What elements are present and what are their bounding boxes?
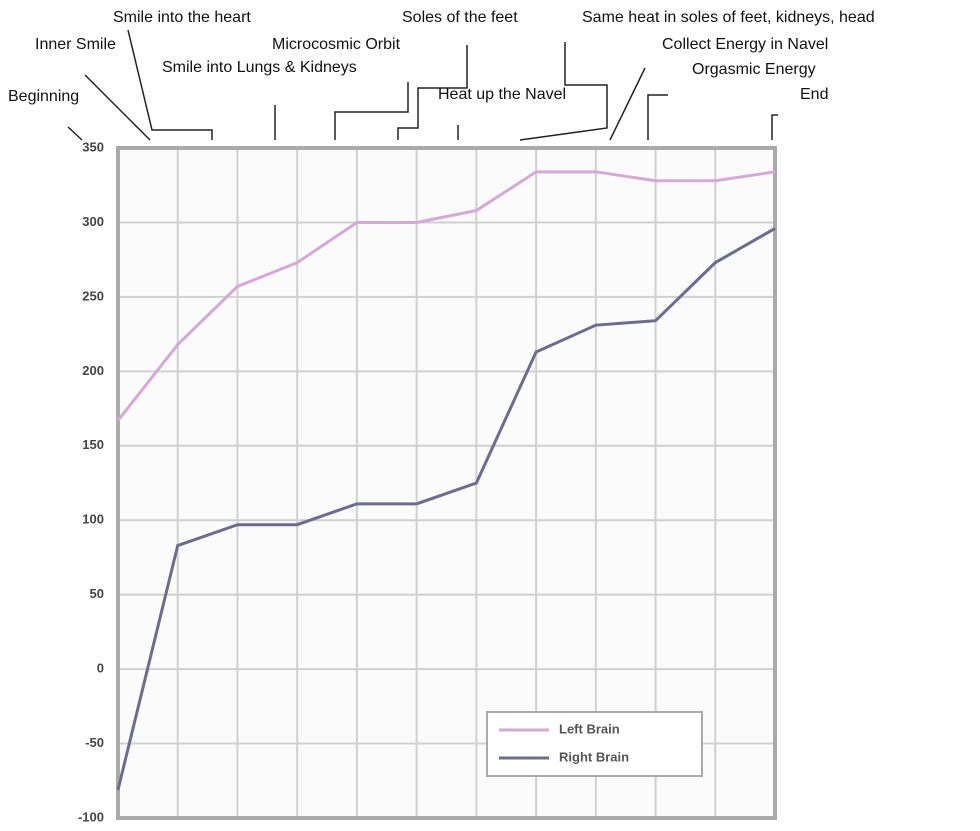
annotation: End [800,86,828,103]
annotation: Collect Energy in Navel [662,36,828,53]
annotation: Microcosmic Orbit [272,36,401,53]
plot-area [118,148,775,818]
annotation-leader [397,45,468,140]
legend-label: Left Brain [559,721,620,736]
annotation-leader [519,42,608,141]
annotation-leader [609,67,646,141]
legend-label: Right Brain [559,749,629,764]
annotation: Orgasmic Energy [692,61,816,78]
y-tick-label: 150 [82,437,104,452]
annotation-leader [647,94,668,140]
y-tick-label: -50 [85,735,104,750]
annotation-leader [334,82,409,140]
y-tick-label: -100 [78,809,104,824]
line-series [116,170,776,422]
legend-box [486,711,703,777]
annotation: Soles of the feet [402,9,518,26]
line-series [116,227,776,791]
y-tick-label: 350 [82,139,104,154]
annotation: Smile into Lungs & Kidneys [162,59,357,76]
annotation: Beginning [8,88,79,105]
annotation: Same heat in soles of feet, kidneys, hea… [582,9,875,26]
annotation-leader [771,114,778,140]
y-tick-label: 250 [82,288,104,303]
y-tick-label: 50 [90,586,104,601]
y-tick-label: 300 [82,214,104,229]
annotation: Smile into the heart [113,9,251,26]
y-tick-label: 200 [82,363,104,378]
y-tick-label: 0 [97,661,104,676]
annotation-leader [67,126,83,141]
y-tick-label: 100 [82,512,104,527]
annotation-leader [127,29,213,140]
annotation: Inner Smile [35,36,116,53]
plot-border [116,146,777,820]
annotation: Heat up the Navel [438,86,566,103]
annotation-leader [84,74,151,141]
